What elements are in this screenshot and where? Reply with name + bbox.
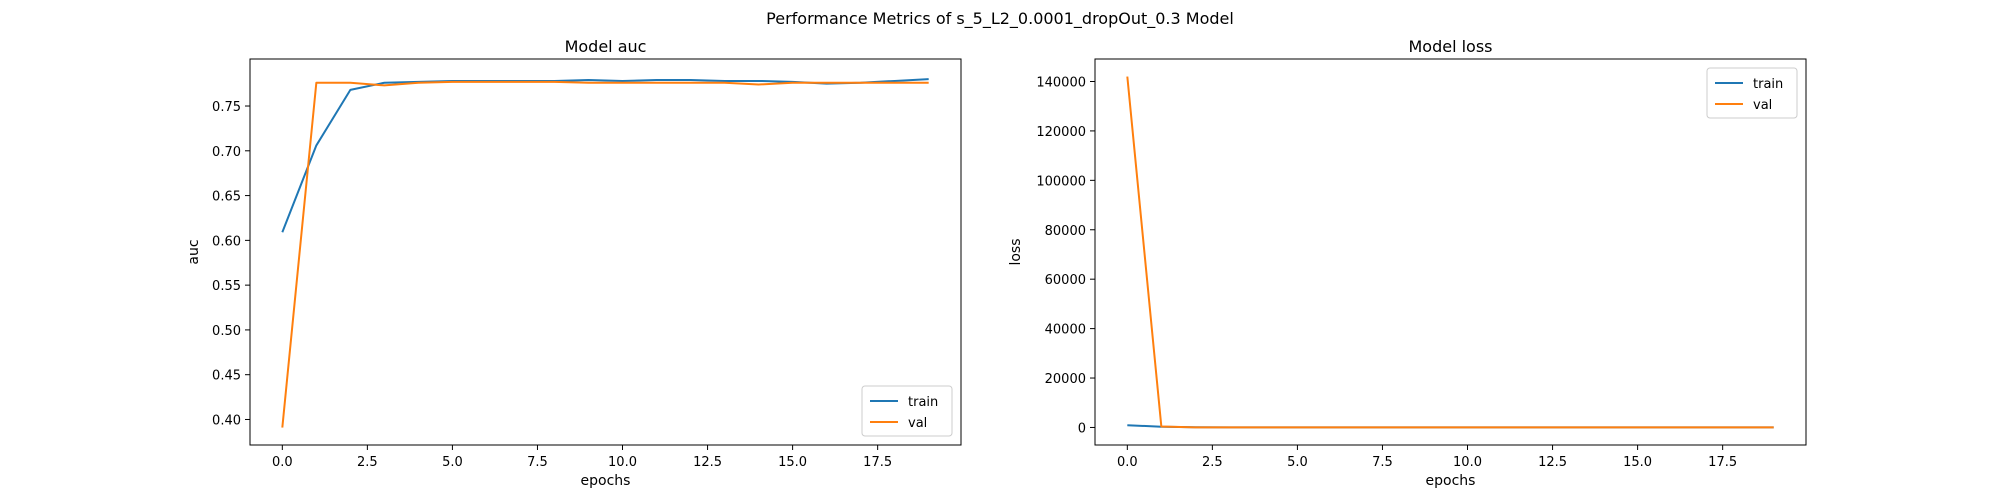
chart-0-xtick-label: 0.0 xyxy=(272,455,293,470)
chart-1-ytick-label: 100000 xyxy=(1036,174,1086,189)
chart-1-title: Model loss xyxy=(1408,37,1492,56)
chart-1-xtick-label: 5.0 xyxy=(1287,455,1308,470)
chart-1-ytick-label: 20000 xyxy=(1045,372,1086,387)
chart-1-xlabel: epochs xyxy=(1426,473,1476,489)
auc-chart: Model auc 0.0 2.5 5.0 7.5 10.0 12.5 15.0 17.5 0.4… xyxy=(186,37,962,489)
chart-0-xtick-label: 2.5 xyxy=(357,455,378,470)
chart-0-series-val-line xyxy=(281,80,929,428)
chart-0-ytick-label: 0.40 xyxy=(212,413,241,428)
chart-1-xtick-label: 17.5 xyxy=(1708,455,1737,470)
chart-0-ytick-label: 0.75 xyxy=(212,100,241,115)
chart-1-xtick-label: 2.5 xyxy=(1202,455,1223,470)
chart-0-ytick-label: 0.70 xyxy=(212,145,241,160)
chart-1-series-val-line xyxy=(1126,76,1774,429)
chart-0-ytick-label: 0.45 xyxy=(212,369,241,384)
chart-0-ylabel: auc xyxy=(186,239,202,264)
chart-1-xtick-label: 0.0 xyxy=(1117,455,1138,470)
chart-0-legend-label-val: val xyxy=(908,416,927,431)
chart-1-xtick-label: 12.5 xyxy=(1538,455,1567,470)
chart-0-legend-label-train: train xyxy=(908,395,938,410)
chart-1-legend-box xyxy=(1706,67,1798,119)
chart-1-ytick-label: 40000 xyxy=(1045,323,1086,338)
chart-1-legend-label-train: train xyxy=(1753,77,1783,92)
chart-1-ylabel: loss xyxy=(1008,238,1024,265)
chart-0-ytick-label: 0.60 xyxy=(212,234,241,249)
chart-1-xtick-label: 15.0 xyxy=(1623,455,1652,470)
chart-0-legend: train val xyxy=(861,385,953,437)
chart-1-ytick-label: 80000 xyxy=(1045,224,1086,239)
chart-1-plot-frame xyxy=(1094,58,1807,446)
chart-0-title: Model auc xyxy=(565,37,647,56)
chart-0-xtick-label: 12.5 xyxy=(693,455,722,470)
figure-suptitle: Performance Metrics of s_5_L2_0.0001_dro… xyxy=(766,9,1234,29)
loss-chart: Model loss 0.0 2.5 5.0 7.5 10.0 12.5 15.0 17.5 0 2… xyxy=(1008,37,1807,489)
chart-0-xtick-label: 17.5 xyxy=(863,455,892,470)
chart-1-xtick-label: 7.5 xyxy=(1372,455,1393,470)
chart-1-legend: train val xyxy=(1706,67,1798,119)
chart-1-legend-label-val: val xyxy=(1753,98,1772,113)
chart-0-xlabel: epochs xyxy=(581,473,631,489)
chart-0-xtick-label: 15.0 xyxy=(778,455,807,470)
chart-0-xtick-label: 5.0 xyxy=(442,455,463,470)
chart-0-plot-frame xyxy=(249,58,962,446)
chart-1-ytick-label: 140000 xyxy=(1036,75,1086,90)
chart-0-ytick-label: 0.50 xyxy=(212,324,241,339)
chart-0-ytick-label: 0.65 xyxy=(212,190,241,205)
chart-0-xtick-label: 7.5 xyxy=(527,455,548,470)
chart-1-ytick-label: 120000 xyxy=(1036,125,1086,140)
chart-0-xtick-label: 10.0 xyxy=(608,455,637,470)
chart-0-ytick-label: 0.55 xyxy=(212,279,241,294)
chart-1-ytick-label: 60000 xyxy=(1045,273,1086,288)
chart-0-legend-box xyxy=(861,385,953,437)
chart-1-ytick-label: 0 xyxy=(1078,421,1086,436)
chart-1-xtick-label: 10.0 xyxy=(1453,455,1482,470)
